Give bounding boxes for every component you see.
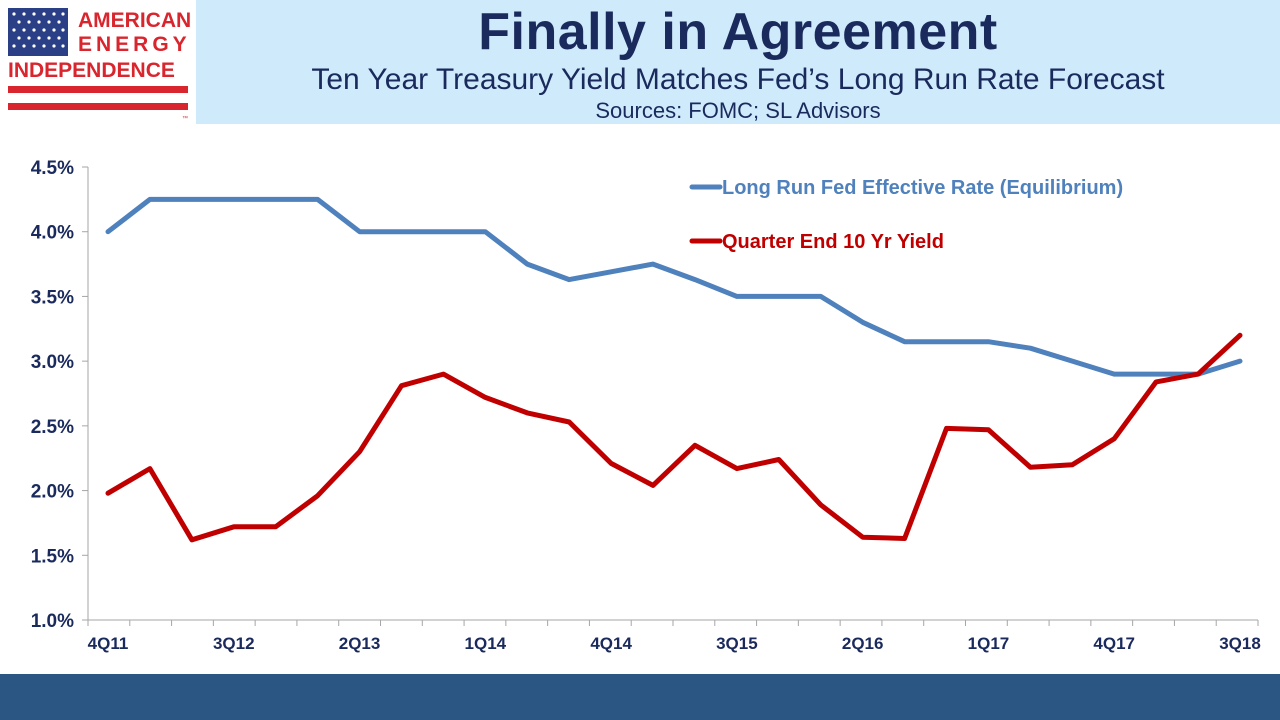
series-line-fed-equilibrium	[105, 196, 1243, 377]
logo-trademark: ™	[182, 115, 188, 122]
logo: AMERICAN ENERGY INDEPENDENCE ™	[0, 0, 196, 124]
page-subtitle: Ten Year Treasury Yield Matches Fed’s Lo…	[311, 63, 1165, 96]
x-tick-label: 3Q18	[1219, 634, 1261, 653]
logo-line-3: INDEPENDENCE	[8, 59, 175, 82]
logo-flag-stars	[12, 12, 65, 48]
logo-stripe-1	[8, 86, 188, 93]
footer-bar	[0, 674, 1280, 720]
y-tick-label: 2.5%	[31, 417, 74, 438]
x-tick-label: 2Q13	[339, 634, 381, 653]
legend-label: Long Run Fed Effective Rate (Equilibrium…	[722, 177, 1123, 199]
x-tick-label: 2Q16	[842, 634, 884, 653]
y-tick-label: 3.0%	[31, 352, 74, 373]
x-tick-label: 3Q15	[716, 634, 758, 653]
sources-note: Sources: FOMC; SL Advisors	[595, 98, 881, 123]
logo-line-1: AMERICAN	[78, 9, 191, 32]
x-tick-label: 1Q14	[465, 634, 507, 653]
logo-flag-canton	[8, 8, 68, 56]
y-tick-label: 3.5%	[31, 287, 74, 308]
x-tick-label: 4Q17	[1093, 634, 1135, 653]
line-chart: 1.0% 1.5% 2.0% 2.5% 3.0% 3.5% 4.0% 4.5% 4Q11 3Q12…	[31, 158, 1261, 653]
logo-line-2: ENERGY	[78, 33, 191, 56]
logo-stripe-2	[8, 103, 188, 110]
page-title: Finally in Agreement	[478, 3, 998, 61]
series-line-ten-year-yield	[105, 332, 1243, 543]
logo-graphic: AMERICAN ENERGY INDEPENDENCE ™	[8, 8, 191, 122]
y-tick-label: 2.0%	[31, 482, 74, 503]
header-banner: Finally in Agreement Ten Year Treasury Y…	[196, 0, 1280, 124]
x-tick-label: 3Q12	[213, 634, 255, 653]
y-tick-label: 4.0%	[31, 223, 74, 244]
y-tick-label: 1.0%	[31, 611, 74, 632]
legend-label: Quarter End 10 Yr Yield	[722, 231, 944, 253]
y-tick-label: 1.5%	[31, 546, 74, 567]
x-tick-label: 1Q17	[968, 634, 1010, 653]
x-tick-label: 4Q14	[590, 634, 632, 653]
y-tick-label: 4.5%	[31, 158, 74, 179]
x-tick-label: 4Q11	[88, 634, 129, 653]
